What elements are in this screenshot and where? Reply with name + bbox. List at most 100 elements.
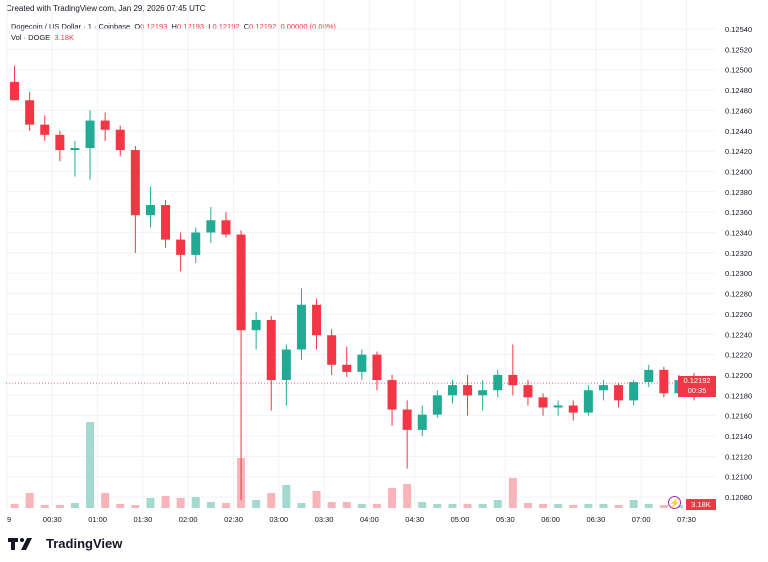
tradingview-logo-text: TradingView bbox=[46, 536, 123, 551]
volume-bar bbox=[599, 504, 608, 508]
tradingview-logo-icon bbox=[8, 537, 32, 550]
y-tick-label: 0.12420 bbox=[725, 147, 752, 156]
volume-bar bbox=[629, 500, 638, 508]
y-tick-label: 0.12100 bbox=[725, 473, 752, 482]
y-tick-label: 0.12300 bbox=[725, 269, 752, 278]
symbol-legend: Dogecoin / US Dollar · 1 · Coinbase O0.1… bbox=[11, 21, 336, 43]
volume-bar bbox=[584, 504, 593, 508]
last-price-value: 0.12192 bbox=[683, 376, 711, 386]
x-tick-label: 01:00 bbox=[88, 515, 107, 524]
x-tick-label: 02:00 bbox=[179, 515, 198, 524]
volume-bar bbox=[659, 505, 668, 508]
candle-body bbox=[55, 134, 65, 151]
candle-body bbox=[25, 100, 35, 125]
x-tick-label: 05:30 bbox=[496, 515, 515, 524]
y-tick-label: 0.12360 bbox=[725, 208, 752, 217]
y-tick-label: 0.12260 bbox=[725, 310, 752, 319]
volume-bar bbox=[372, 504, 381, 508]
volume-bar bbox=[403, 484, 412, 508]
volume-bar bbox=[327, 502, 336, 508]
volume-bar bbox=[539, 504, 548, 508]
volume-bar bbox=[478, 504, 487, 508]
volume-bar bbox=[116, 504, 125, 508]
volume-bar bbox=[463, 504, 472, 508]
volume-bar bbox=[86, 422, 95, 508]
y-tick-label: 0.12240 bbox=[725, 330, 752, 339]
volume-bar bbox=[523, 503, 532, 508]
price-axis: 0.12540 0.12520 0.12500 0.12480 0.12460 0.124… bbox=[725, 25, 752, 502]
volume-bar bbox=[448, 504, 457, 508]
candle-body bbox=[296, 304, 306, 350]
open-value: 0.12193 bbox=[140, 22, 168, 31]
candle-body bbox=[130, 150, 140, 216]
volume-bar bbox=[614, 505, 623, 508]
volume-bar bbox=[252, 500, 261, 508]
candle-body bbox=[417, 414, 427, 430]
candle-body bbox=[281, 349, 291, 381]
y-tick-label: 0.12220 bbox=[725, 351, 752, 360]
x-tick-label: 06:00 bbox=[541, 515, 560, 524]
volume-bar bbox=[101, 493, 110, 508]
candle-body bbox=[70, 148, 80, 151]
volume-bar bbox=[554, 504, 563, 508]
x-tick-label: 9 bbox=[7, 515, 11, 524]
candle-body bbox=[644, 369, 654, 383]
volume-bar bbox=[644, 504, 653, 508]
y-tick-label: 0.12320 bbox=[725, 249, 752, 258]
volume-bar bbox=[161, 496, 170, 508]
y-tick-label: 0.12120 bbox=[725, 452, 752, 461]
candle-body bbox=[342, 364, 352, 372]
volume-bar bbox=[55, 505, 64, 508]
candle-body bbox=[40, 124, 50, 135]
candle-body bbox=[206, 220, 216, 233]
candle-body bbox=[478, 390, 488, 396]
volume-legend-value: 3.18K bbox=[54, 33, 74, 42]
volume-bars bbox=[10, 422, 714, 508]
candle-body bbox=[221, 220, 231, 235]
time-axis: 9 00:30 01:00 01:30 02:00 02:30 03:00 03:30 04:0… bbox=[7, 515, 696, 524]
y-tick-label: 0.12480 bbox=[725, 86, 752, 95]
y-tick-label: 0.12540 bbox=[725, 25, 752, 34]
candle-body bbox=[568, 405, 578, 413]
volume-bar bbox=[10, 504, 19, 508]
candle-body bbox=[161, 205, 171, 240]
candle-body bbox=[387, 380, 397, 410]
low-label: L bbox=[208, 22, 213, 31]
candle-body bbox=[191, 232, 201, 255]
volume-bar bbox=[70, 503, 79, 508]
candle-body bbox=[629, 382, 639, 401]
candle-body bbox=[372, 354, 382, 381]
candle-body bbox=[236, 234, 246, 331]
lightning-alert-icon[interactable]: ⚡ bbox=[668, 496, 681, 509]
y-tick-label: 0.12140 bbox=[725, 432, 752, 441]
x-tick-label: 04:30 bbox=[405, 515, 424, 524]
y-tick-label: 0.12340 bbox=[725, 229, 752, 238]
x-tick-label: 01:30 bbox=[134, 515, 153, 524]
volume-bar bbox=[312, 491, 321, 508]
candle-body bbox=[402, 409, 412, 430]
symbol-name[interactable]: Dogecoin / US Dollar · 1 · Coinbase bbox=[11, 22, 131, 31]
volume-bar bbox=[357, 504, 366, 508]
y-tick-label: 0.12180 bbox=[725, 391, 752, 400]
low-value: 0.12192 bbox=[212, 22, 240, 31]
high-value: 0.12193 bbox=[176, 22, 205, 31]
candle-body bbox=[357, 354, 367, 372]
candle-body bbox=[251, 320, 261, 331]
x-tick-label: 07:00 bbox=[632, 515, 651, 524]
tradingview-logo[interactable]: TradingView bbox=[8, 536, 122, 551]
y-tick-label: 0.12400 bbox=[725, 167, 752, 176]
candle-body bbox=[85, 120, 95, 149]
x-tick-label: 00:30 bbox=[43, 515, 62, 524]
volume-bar bbox=[131, 505, 140, 508]
change-value: 0.00000 (0.00%) bbox=[280, 22, 336, 31]
x-tick-label: 06:30 bbox=[587, 515, 606, 524]
close-label: C bbox=[243, 22, 250, 31]
candle-body bbox=[659, 369, 669, 394]
candle-body bbox=[463, 385, 473, 396]
candle-body bbox=[10, 81, 20, 101]
volume-bar bbox=[508, 478, 517, 508]
created-with-caption: Created with TradingView.com, Jan 29, 20… bbox=[6, 4, 206, 13]
candle-body bbox=[115, 129, 125, 151]
volume-legend-label[interactable]: Vol · DOGE bbox=[11, 33, 51, 42]
